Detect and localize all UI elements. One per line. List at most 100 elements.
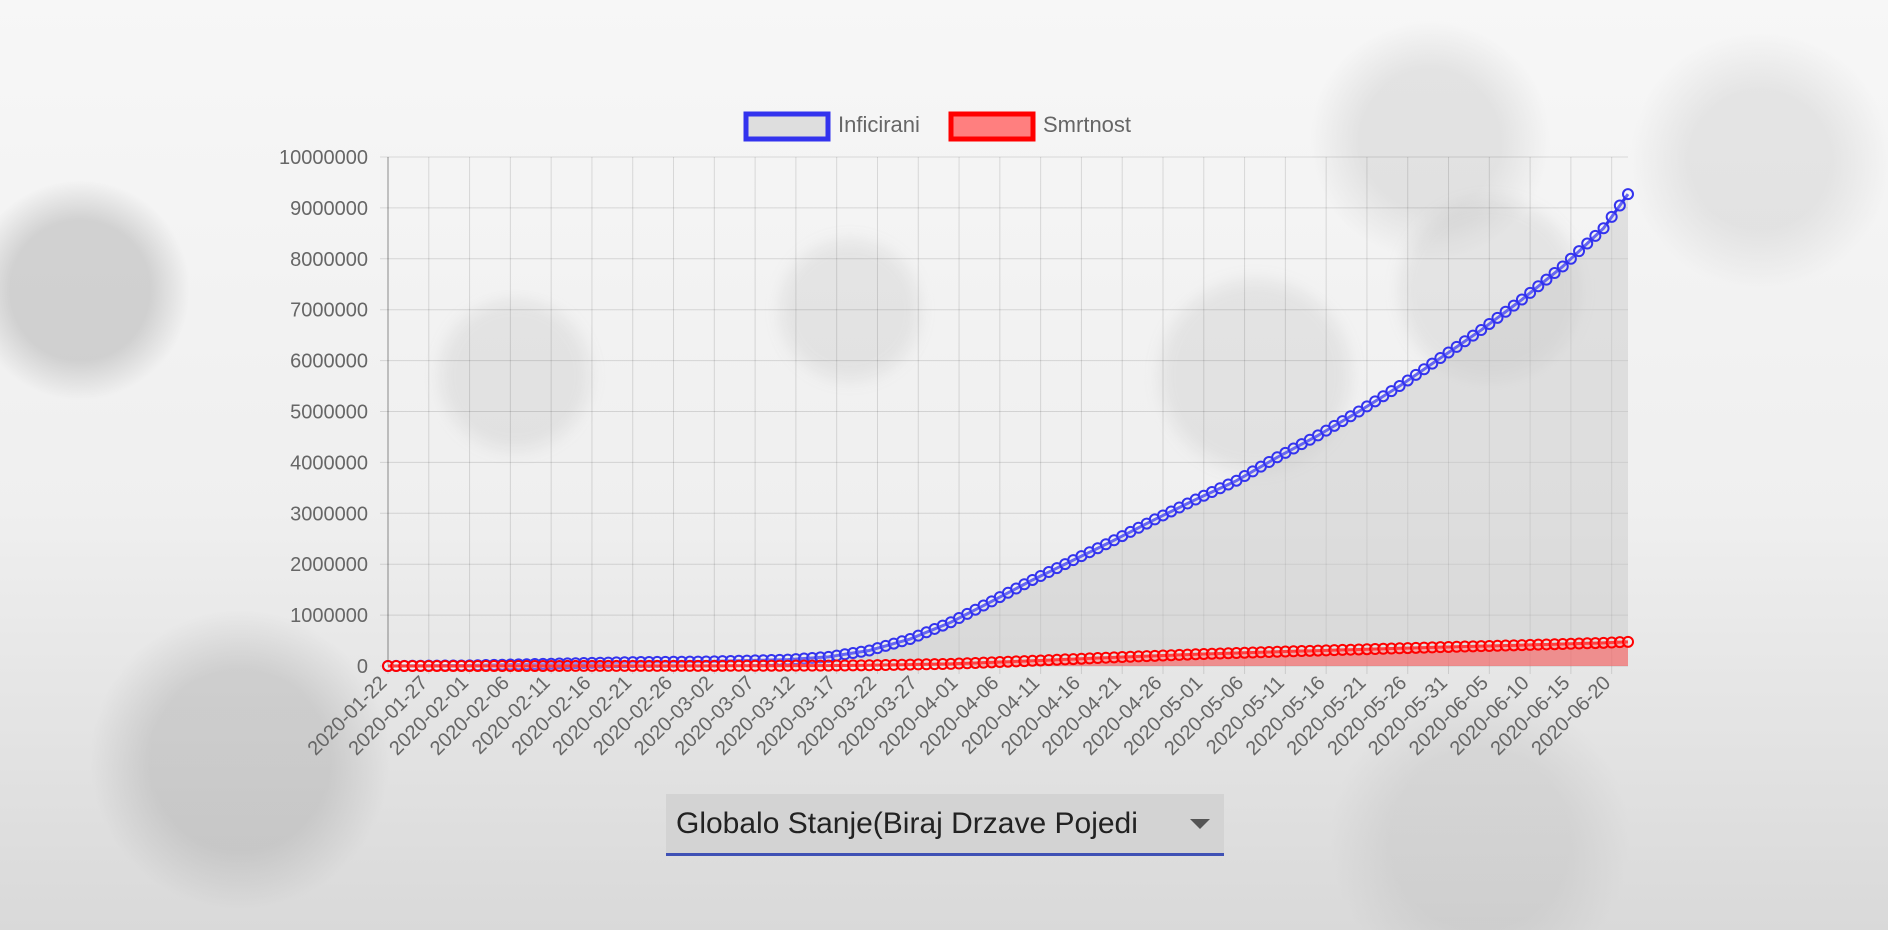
data-point [1515, 293, 1528, 306]
data-point [471, 659, 484, 672]
data-point [553, 659, 566, 672]
data-point [1597, 636, 1610, 649]
data-point [643, 659, 656, 672]
data-point [1287, 645, 1300, 658]
data-point [806, 659, 819, 672]
data-point [773, 659, 786, 672]
data-point [1344, 643, 1357, 656]
y-axis-labels: 0 1000000 2000000 3000000 4000000 5000000 6000… [279, 147, 368, 678]
country-select-dropdown[interactable]: Globalo Stanje(Biraj Drzave Pojedi [666, 794, 1224, 856]
data-point [1573, 637, 1586, 650]
data-point [740, 659, 753, 672]
data-point [1050, 653, 1063, 666]
data-point [683, 659, 696, 672]
data-point [985, 656, 998, 669]
data-point [1409, 641, 1422, 654]
data-point [1458, 640, 1471, 653]
data-point [488, 659, 501, 672]
data-point [504, 659, 517, 672]
data-point [928, 658, 941, 671]
data-point [1205, 647, 1218, 660]
data-point [1507, 639, 1520, 652]
y-tick-label: 1000000 [290, 605, 368, 627]
data-point [651, 659, 664, 672]
data-point [863, 659, 876, 672]
data-point [561, 659, 574, 672]
data-point [463, 659, 476, 672]
data-point [382, 660, 394, 672]
data-point [1108, 651, 1121, 664]
data-point [1059, 653, 1072, 666]
data-point [1320, 644, 1333, 657]
data-point [749, 659, 762, 672]
data-point [716, 659, 729, 672]
data-point [830, 659, 843, 672]
data-point [1026, 654, 1039, 667]
data-point [1622, 188, 1634, 201]
data-point [634, 659, 647, 672]
data-point [585, 659, 598, 672]
data-point [1010, 655, 1023, 668]
data-point [1352, 643, 1365, 656]
data-point [1467, 640, 1479, 653]
data-point [1605, 210, 1618, 223]
data-point [545, 659, 558, 672]
data-point [1312, 644, 1324, 657]
data-point [1124, 650, 1137, 663]
data-point [814, 659, 827, 672]
data-point [447, 659, 460, 672]
data-point [879, 659, 892, 671]
legend-label-smrtnost: Smrtnost [1043, 112, 1131, 137]
data-point [1524, 638, 1537, 651]
data-point [1336, 643, 1349, 656]
data-point [1360, 643, 1373, 656]
data-point [1491, 311, 1504, 324]
data-point [838, 659, 851, 672]
data-point [1254, 646, 1267, 659]
data-point [1279, 645, 1292, 658]
data-point [1515, 639, 1528, 652]
data-point [1385, 642, 1398, 655]
data-point [781, 659, 794, 672]
data-point [1499, 639, 1512, 652]
data-point [1475, 324, 1488, 337]
data-point [496, 659, 509, 672]
data-point [1613, 636, 1626, 649]
data-point [577, 659, 590, 672]
data-point [1450, 640, 1463, 653]
data-point [667, 659, 680, 672]
data-point [602, 659, 615, 672]
data-point [895, 658, 908, 671]
data-point [1450, 340, 1463, 353]
data-point [1018, 655, 1031, 668]
data-point [1328, 644, 1341, 657]
data-point [789, 659, 802, 672]
data-point [1230, 647, 1243, 660]
data-point [912, 658, 925, 671]
data-point [1605, 636, 1618, 649]
data-point [439, 659, 452, 672]
data-point [569, 659, 582, 672]
data-point [1393, 380, 1406, 393]
data-point [1597, 222, 1610, 235]
data-point [594, 659, 607, 672]
data-point [847, 659, 859, 672]
y-tick-label: 3000000 [290, 503, 368, 525]
data-point [1434, 641, 1447, 654]
data-point [1222, 647, 1235, 660]
data-point [724, 659, 737, 672]
data-point [1540, 273, 1553, 286]
data-point [1197, 648, 1210, 661]
data-point [626, 659, 639, 672]
data-point [659, 659, 672, 672]
data-point [1548, 267, 1561, 280]
data-point [887, 658, 900, 671]
chevron-down-icon [1190, 819, 1210, 829]
data-point [1483, 317, 1496, 330]
data-point [1442, 346, 1455, 359]
data-point [1564, 252, 1577, 265]
data-point [732, 659, 745, 672]
data-point [855, 659, 868, 672]
data-point [422, 659, 435, 672]
